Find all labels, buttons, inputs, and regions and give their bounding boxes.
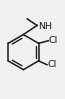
Text: NH: NH xyxy=(38,22,52,31)
Text: Cl: Cl xyxy=(48,60,57,69)
Text: Cl: Cl xyxy=(49,36,58,45)
